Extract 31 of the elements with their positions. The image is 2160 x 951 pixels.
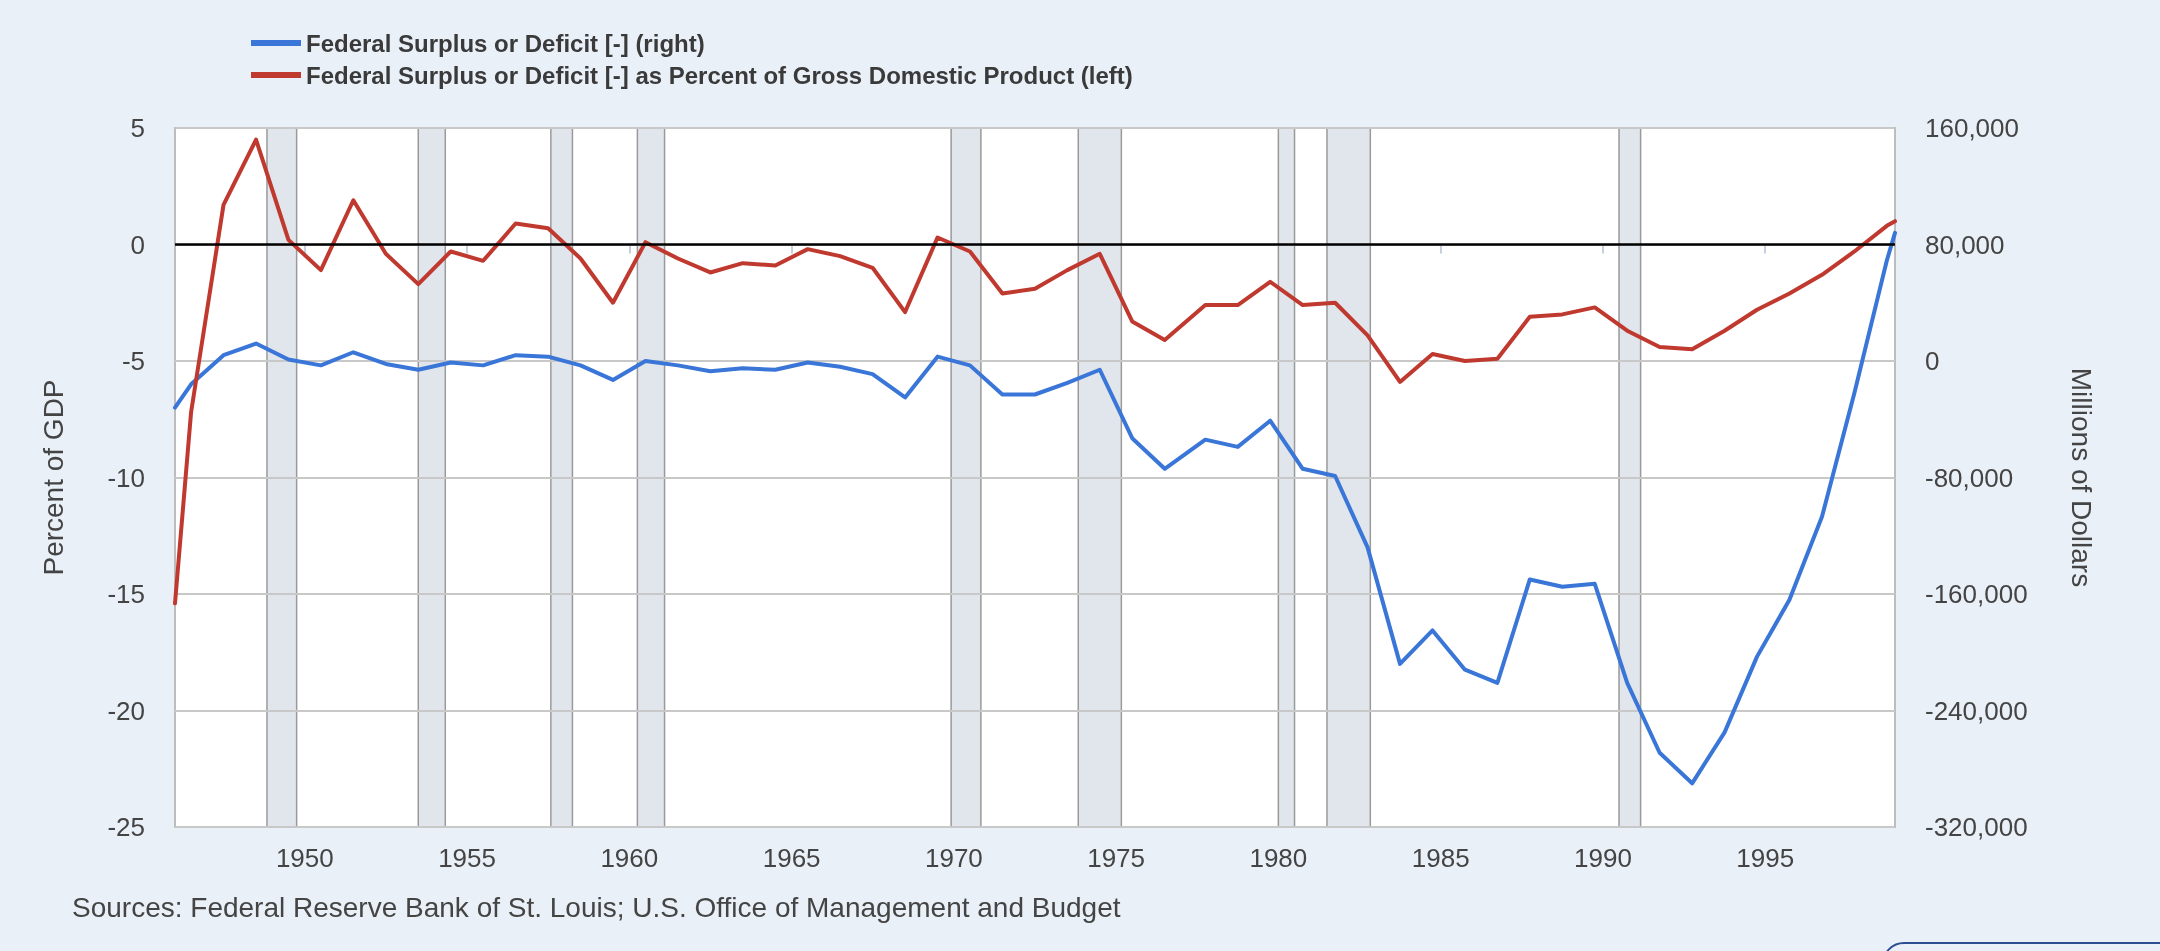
x-tick-label: 1985 (1411, 843, 1470, 873)
legend-label: Federal Surplus or Deficit [-] as Percent of Gross Domestic Product (left) (306, 61, 1133, 89)
x-tick-label: 1955 (438, 843, 496, 873)
x-tick-label: 1990 (1574, 843, 1632, 873)
y2-tick-label: -160,000 (1925, 579, 2028, 609)
y2-tick-label: 160,000 (1925, 113, 2019, 143)
x-tick-label: 1980 (1249, 843, 1308, 873)
y2-tick-label: -320,000 (1925, 812, 2028, 842)
line-series (173, 137, 1897, 606)
y2-tick-label: 80,000 (1925, 229, 2005, 260)
y2-tick-label: 0 (1925, 346, 1940, 376)
y-tick-label: -20 (107, 695, 145, 726)
x-tick-label: 1970 (924, 843, 983, 873)
legend-label: Federal Surplus or Deficit [-] (right) (306, 29, 705, 57)
y-tick-label: -10 (107, 462, 145, 493)
line-series (173, 230, 1897, 786)
y-tick-label: 5 (130, 113, 145, 143)
y-tick-label: -15 (107, 579, 145, 609)
y2-tick-label: -80,000 (1925, 462, 2014, 493)
y2-axis-title: Millions of Dollars (2065, 367, 2097, 588)
source-note: Sources: Federal Reserve Bank of St. Louis; U.S. Office of Management and Budget (72, 891, 1121, 923)
y-tick-label: 0 (130, 229, 145, 260)
y-tick-label: -5 (121, 346, 145, 376)
y-tick-label: -25 (107, 812, 145, 842)
y2-tick-label: -240,000 (1925, 695, 2028, 726)
x-tick-label: 1975 (1087, 843, 1146, 873)
x-tick-label: 1995 (1736, 843, 1795, 873)
x-tick-label: 1950 (275, 843, 334, 873)
y-axis-title: Percent of GDP (37, 379, 69, 576)
x-tick-label: 1965 (762, 843, 821, 873)
x-tick-label: 1960 (600, 843, 659, 873)
